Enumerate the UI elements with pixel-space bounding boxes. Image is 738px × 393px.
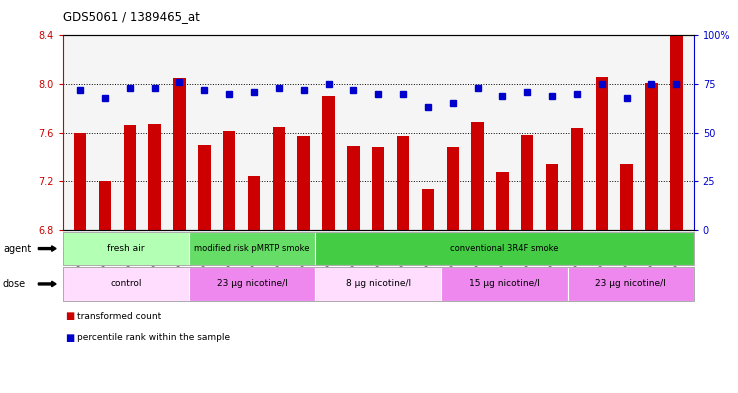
Bar [148, 124, 161, 230]
Bar [372, 147, 384, 230]
Bar [74, 133, 86, 230]
Bar [223, 131, 235, 230]
Bar [446, 147, 459, 230]
Text: 23 μg nicotine/l: 23 μg nicotine/l [596, 279, 666, 288]
Text: fresh air: fresh air [107, 244, 145, 253]
Bar [570, 128, 583, 230]
Bar [323, 96, 335, 230]
Text: transformed count: transformed count [77, 312, 161, 321]
Text: ■: ■ [65, 333, 75, 343]
Bar [173, 78, 186, 230]
Text: dose: dose [3, 279, 26, 289]
Bar [521, 135, 534, 230]
Bar [99, 181, 111, 230]
Bar [123, 125, 136, 230]
Text: 15 μg nicotine/l: 15 μg nicotine/l [469, 279, 540, 288]
Text: percentile rank within the sample: percentile rank within the sample [77, 334, 230, 342]
Bar [272, 127, 285, 230]
Text: 23 μg nicotine/l: 23 μg nicotine/l [217, 279, 287, 288]
Bar [496, 171, 508, 230]
Text: agent: agent [3, 244, 31, 253]
Bar [645, 83, 658, 230]
Bar [347, 146, 359, 230]
Bar [596, 77, 608, 230]
Bar [397, 136, 410, 230]
Text: 8 μg nicotine/l: 8 μg nicotine/l [345, 279, 411, 288]
Text: modified risk pMRTP smoke: modified risk pMRTP smoke [194, 244, 310, 253]
Bar [472, 122, 484, 230]
Bar [421, 189, 434, 230]
Text: control: control [110, 279, 142, 288]
Bar [248, 176, 261, 230]
Bar [198, 145, 210, 230]
Bar [670, 35, 683, 230]
Text: ■: ■ [65, 311, 75, 321]
Text: GDS5061 / 1389465_at: GDS5061 / 1389465_at [63, 10, 199, 23]
Bar [297, 136, 310, 230]
Bar [546, 164, 559, 230]
Text: conventional 3R4F smoke: conventional 3R4F smoke [450, 244, 559, 253]
Bar [621, 164, 633, 230]
